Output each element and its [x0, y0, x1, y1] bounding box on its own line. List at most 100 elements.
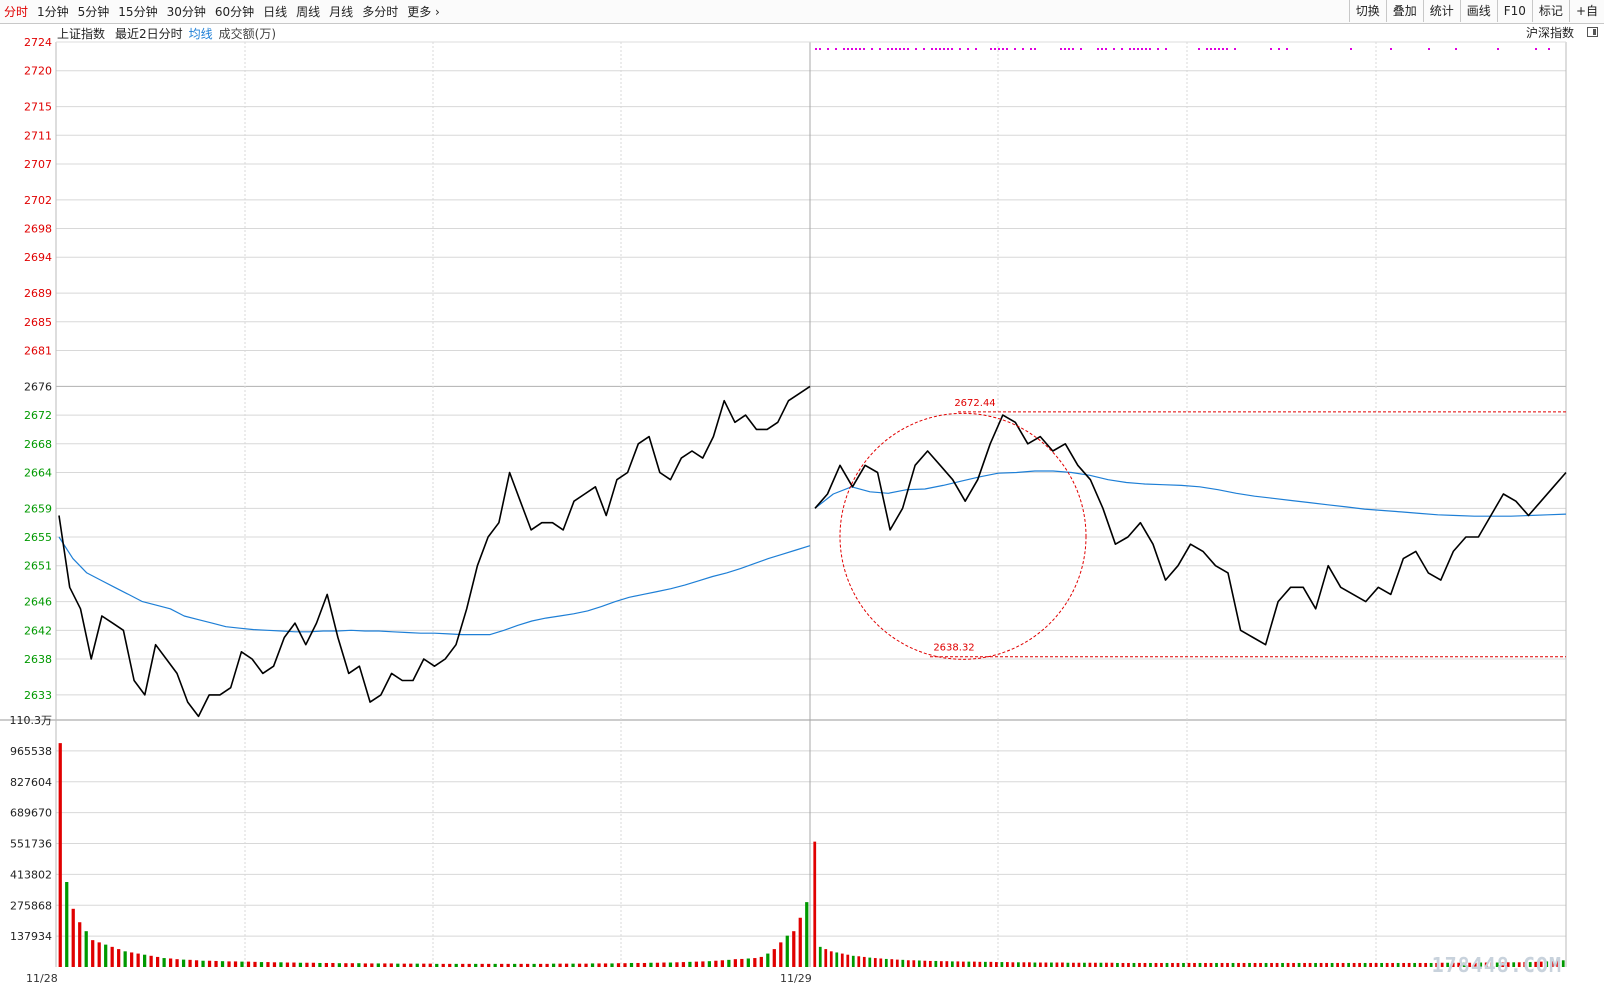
- price-tick-label: 2651: [24, 560, 52, 573]
- price-tick-label: 2702: [24, 194, 52, 207]
- marker-dot: [939, 48, 941, 50]
- marker-dot: [1014, 48, 1016, 50]
- marker-dot: [1206, 48, 1208, 50]
- marker-dot: [959, 48, 961, 50]
- marker-dot: [835, 48, 837, 50]
- tab-5[interactable]: 60分钟: [214, 5, 255, 19]
- marker-dot: [1113, 48, 1115, 50]
- index-name: 上证指数: [57, 26, 106, 41]
- marker-dot: [1214, 48, 1216, 50]
- marker-dot: [899, 48, 901, 50]
- tab-2[interactable]: 5分钟: [77, 5, 110, 19]
- marker-dot: [994, 48, 996, 50]
- x-label-day2: 11/29: [780, 972, 812, 985]
- marker-dot: [1064, 48, 1066, 50]
- marker-dot: [990, 48, 992, 50]
- marker-dot: [923, 48, 925, 50]
- marker-dot: [1218, 48, 1220, 50]
- tool-button-0[interactable]: 切换: [1348, 0, 1386, 22]
- marker-dot: [1165, 48, 1167, 50]
- price-tick-label: 2698: [24, 223, 52, 236]
- marker-dot: [1105, 48, 1107, 50]
- marker-dot: [1286, 48, 1288, 50]
- tool-buttons: 切换 叠加 统计 画线 F10 标记 +自: [1348, 0, 1604, 23]
- volume-tick-label: 275868: [10, 899, 52, 912]
- low-value-label: 2638.32: [933, 643, 974, 654]
- price-tick-label: 2707: [24, 158, 52, 171]
- tool-button-2[interactable]: 统计: [1422, 0, 1460, 22]
- marker-dot: [815, 48, 817, 50]
- marker-dot: [1097, 48, 1099, 50]
- marker-dot: [907, 48, 909, 50]
- marker-dot: [847, 48, 849, 50]
- avg-line-label: 均线: [188, 26, 213, 41]
- period-toolbar: 分时 1分钟 5分钟 15分钟 30分钟 60分钟 日线 周线 月线 多分时 更多 › 切换 叠加 统计…: [0, 0, 1604, 24]
- marker-dot: [1497, 48, 1499, 50]
- marker-dot: [1030, 48, 1032, 50]
- marker-dot: [943, 48, 945, 50]
- price-tick-label: 2676: [24, 380, 52, 393]
- marker-dot: [935, 48, 937, 50]
- marker-dot: [1278, 48, 1280, 50]
- price-tick-label: 2715: [24, 101, 52, 114]
- marker-dot: [863, 48, 865, 50]
- marker-dot: [871, 48, 873, 50]
- tab-7[interactable]: 周线: [296, 5, 321, 19]
- tool-button-6[interactable]: +自: [1568, 0, 1604, 22]
- marker-dot: [1226, 48, 1228, 50]
- tab-0[interactable]: 分时: [4, 5, 29, 19]
- marker-dot: [895, 48, 897, 50]
- tab-9[interactable]: 多分时: [362, 5, 399, 19]
- volume-tick-label: 827604: [10, 776, 52, 789]
- price-tick-label: 2633: [24, 689, 52, 702]
- price-tick-label: 2664: [24, 466, 52, 479]
- marker-dot: [1455, 48, 1457, 50]
- marker-dot: [975, 48, 977, 50]
- price-line-day1: [58, 385, 811, 718]
- price-tick-label: 2659: [24, 502, 52, 515]
- tool-button-1[interactable]: 叠加: [1385, 0, 1423, 22]
- marker-dot: [879, 48, 881, 50]
- avg-line-day1: [58, 536, 811, 636]
- tab-3[interactable]: 15分钟: [118, 5, 158, 19]
- x-label-day1: 11/28: [26, 972, 58, 985]
- price-tick-label: 2672: [24, 409, 52, 422]
- marker-dot: [1121, 48, 1123, 50]
- volume-tick-label: 551736: [10, 838, 52, 851]
- price-line-day2: [814, 414, 1567, 646]
- marker-dot: [1034, 48, 1036, 50]
- marker-dot: [1198, 48, 1200, 50]
- marker-dot: [851, 48, 853, 50]
- marker-dot: [998, 48, 1000, 50]
- volume-tick-label: 413802: [10, 868, 52, 881]
- chart-info-bar: 上证指数 最近2日分时 均线 成交额(万) 沪深指数: [0, 24, 1604, 42]
- market-index-label[interactable]: 沪深指数: [1525, 26, 1574, 40]
- price-tick-label: 2668: [24, 438, 52, 451]
- marker-dot: [1080, 48, 1082, 50]
- tab-1[interactable]: 1分钟: [37, 5, 69, 19]
- tab-4[interactable]: 30分钟: [166, 5, 206, 19]
- high-value-label: 2672.44: [954, 398, 995, 409]
- tool-button-5[interactable]: 标记: [1531, 0, 1569, 22]
- marker-dot: [1157, 48, 1159, 50]
- price-tick-label: 2681: [24, 345, 52, 358]
- tab-10[interactable]: 更多 ›: [407, 5, 440, 19]
- volume-label: 成交额(万): [218, 26, 277, 41]
- tool-button-4[interactable]: F10: [1496, 0, 1532, 22]
- tab-6[interactable]: 日线: [263, 5, 288, 19]
- marker-dot: [967, 48, 969, 50]
- marker-dot: [1002, 48, 1004, 50]
- marker-dot: [1234, 48, 1236, 50]
- marker-dot: [915, 48, 917, 50]
- marker-dot: [859, 48, 861, 50]
- panel-toggle-icon[interactable]: [1587, 27, 1598, 37]
- marker-dot: [903, 48, 905, 50]
- marker-dot: [1133, 48, 1135, 50]
- marker-dot: [1535, 48, 1537, 50]
- volume-tick-label: 110.3万: [10, 714, 53, 727]
- tab-8[interactable]: 月线: [329, 5, 354, 19]
- period-tabs: 分时 1分钟 5分钟 15分钟 30分钟 60分钟 日线 周线 月线 多分时 更多 ›: [4, 0, 449, 23]
- volume-tick-label: 965538: [10, 745, 52, 758]
- tool-button-3[interactable]: 画线: [1459, 0, 1497, 22]
